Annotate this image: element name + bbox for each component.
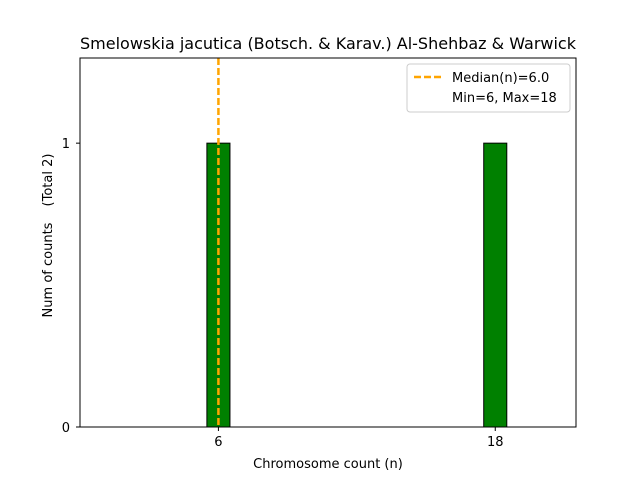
y-axis-total-label: (Total 2): [41, 154, 56, 207]
plot-frame: [79, 57, 577, 428]
x-tick-label-18: 18: [487, 435, 504, 450]
x-axis: 6 18: [214, 427, 504, 450]
x-tick-label-6: 6: [214, 435, 222, 450]
chart-title: Smelowskia jacutica (Botsch. & Karav.) A…: [80, 34, 577, 53]
y-axis-label: Num of counts: [41, 222, 56, 317]
legend-median-label: Median(n)=6.0: [452, 71, 549, 86]
bars-layer: [206, 142, 508, 428]
legend-minmax-label: Min=6, Max=18: [452, 91, 557, 106]
bar-18: [483, 142, 508, 428]
y-tick-label-0: 0: [62, 421, 70, 436]
legend: Median(n)=6.0 Min=6, Max=18: [406, 63, 571, 113]
y-axis: 01: [62, 137, 80, 436]
y-tick-label-1: 1: [62, 137, 70, 152]
x-axis-label: Chromosome count (n): [253, 457, 403, 472]
legend-box: [406, 63, 571, 113]
